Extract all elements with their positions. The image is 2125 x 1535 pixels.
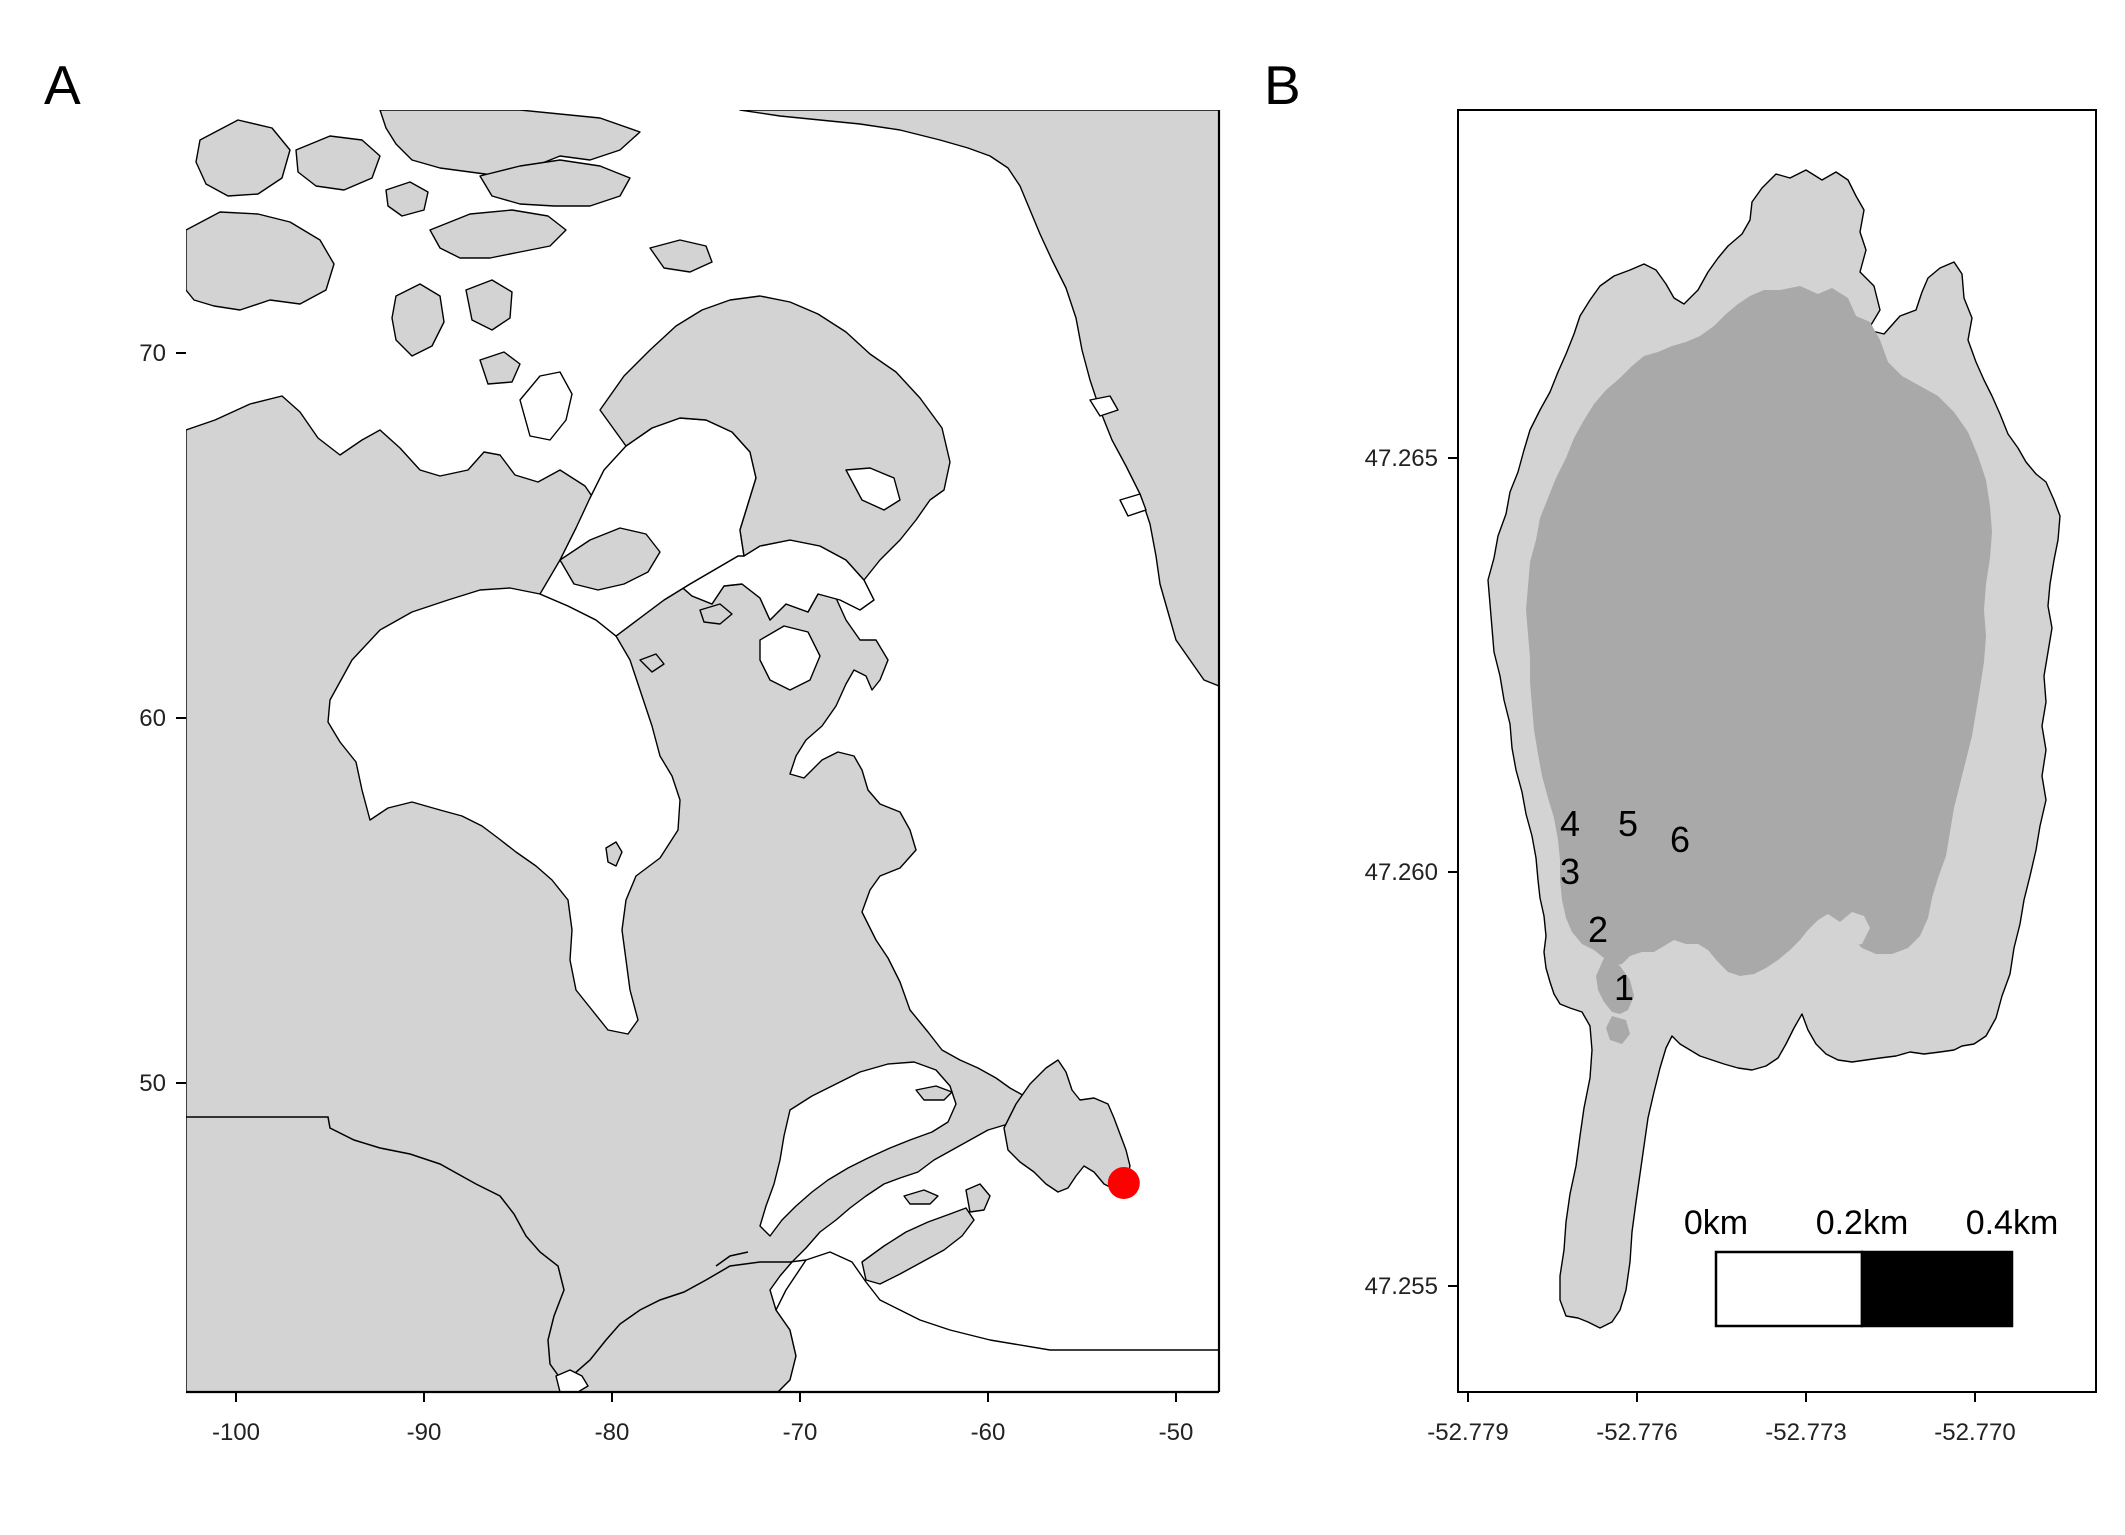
site-label-3: 3 (1560, 851, 1580, 892)
panel-a-x-tick-label: -100 (212, 1419, 260, 1446)
gulf-of-maine (775, 1251, 1219, 1392)
cape-breton (965, 1183, 991, 1213)
panel-b-y-tick-label: 47.260 (1365, 859, 1438, 886)
quebec-border (715, 1251, 749, 1267)
site-labels: 1 2 3 4 5 6 (1560, 803, 1690, 1008)
lake-shallow-inlet (1840, 912, 1870, 946)
panel-a-x-tick-label: -60 (971, 1419, 1006, 1446)
panel-a-y-ticks: 70 60 50 (139, 340, 186, 1097)
bylot-island (649, 239, 713, 273)
cumberland-sound (845, 467, 901, 511)
panel-a-x-tick-label: -90 (407, 1419, 442, 1446)
lake-deep-lobe-small (1606, 1016, 1630, 1044)
study-site-marker (1107, 1167, 1140, 1200)
greenland-fjord-2 (1119, 493, 1147, 517)
bathurst-island (385, 181, 429, 217)
panel-a-y-tick-label: 50 (139, 1070, 166, 1097)
greenland-fjord-1 (1089, 395, 1119, 417)
panel-a-letter: A (44, 54, 81, 116)
site-label-2: 2 (1588, 909, 1608, 950)
prince-edward-island (903, 1189, 939, 1205)
baffin-island (599, 295, 951, 581)
scale-label-1: 0.2km (1816, 1204, 1909, 1242)
ellesmere-south (479, 159, 631, 207)
anticosti-island (915, 1085, 953, 1101)
gulf-of-st-lawrence (759, 1061, 957, 1237)
panel-b: B 1 2 3 4 5 6 0km 0.2km 0.4km -52.779 (1264, 54, 2097, 1446)
panel-b-x-tick-label: -52.773 (1765, 1419, 1846, 1446)
devon-island (429, 209, 567, 259)
panel-b-x-tick-label: -52.776 (1596, 1419, 1677, 1446)
panel-a-y-tick-label: 70 (139, 340, 166, 367)
panel-a-x-tick-label: -80 (595, 1419, 630, 1446)
site-label-5: 5 (1618, 803, 1638, 844)
site-label-6: 6 (1670, 819, 1690, 860)
panel-b-x-ticks: -52.779 -52.776 -52.773 -52.770 (1427, 1392, 2016, 1446)
scale-bar-segment-black (1860, 1250, 2014, 1328)
gulf-of-boothia (519, 371, 573, 441)
panel-a-x-tick-label: -70 (783, 1419, 818, 1446)
victoria-island (186, 211, 335, 311)
greenland (739, 110, 1219, 687)
ungava-bay (759, 625, 821, 691)
panel-b-y-tick-label: 47.265 (1365, 445, 1438, 472)
panel-a-y-tick-label: 60 (139, 705, 166, 732)
scale-label-0: 0km (1684, 1204, 1748, 1242)
canada-us-border (186, 1116, 807, 1379)
southampton-island (559, 527, 661, 591)
banks-island (195, 119, 291, 197)
panel-b-y-tick-label: 47.255 (1365, 1273, 1438, 1300)
king-william-island (479, 351, 521, 385)
panel-b-letter: B (1264, 54, 1301, 116)
panel-a: A (44, 54, 1221, 1446)
site-label-4: 4 (1560, 803, 1580, 844)
panel-a-x-tick-label: -50 (1159, 1419, 1194, 1446)
site-label-1: 1 (1614, 967, 1634, 1008)
prince-of-wales-island (391, 283, 445, 357)
panel-b-x-tick-label: -52.779 (1427, 1419, 1508, 1446)
mansel-island (639, 653, 665, 673)
coats-island (699, 603, 733, 625)
great-lakes (555, 1369, 589, 1392)
nova-scotia (861, 1207, 975, 1285)
akimiski-island (605, 841, 623, 867)
melville-island (295, 135, 381, 191)
lake-deep-area (1526, 286, 1992, 976)
panel-a-x-ticks: -100 -90 -80 -70 -60 -50 (212, 1392, 1193, 1446)
scale-bar: 0km 0.2km 0.4km (1684, 1204, 2059, 1328)
newfoundland (1003, 1059, 1131, 1193)
lake-deep-lobe (1596, 958, 1634, 1014)
panel-b-x-tick-label: -52.770 (1934, 1419, 2015, 1446)
panel-a-map (186, 110, 1219, 1392)
panel-b-y-ticks: 47.265 47.260 47.255 (1365, 445, 1458, 1300)
scale-bar-segment-white (1714, 1250, 1864, 1328)
somerset-island (465, 279, 513, 331)
scale-label-2: 0.4km (1966, 1204, 2059, 1242)
